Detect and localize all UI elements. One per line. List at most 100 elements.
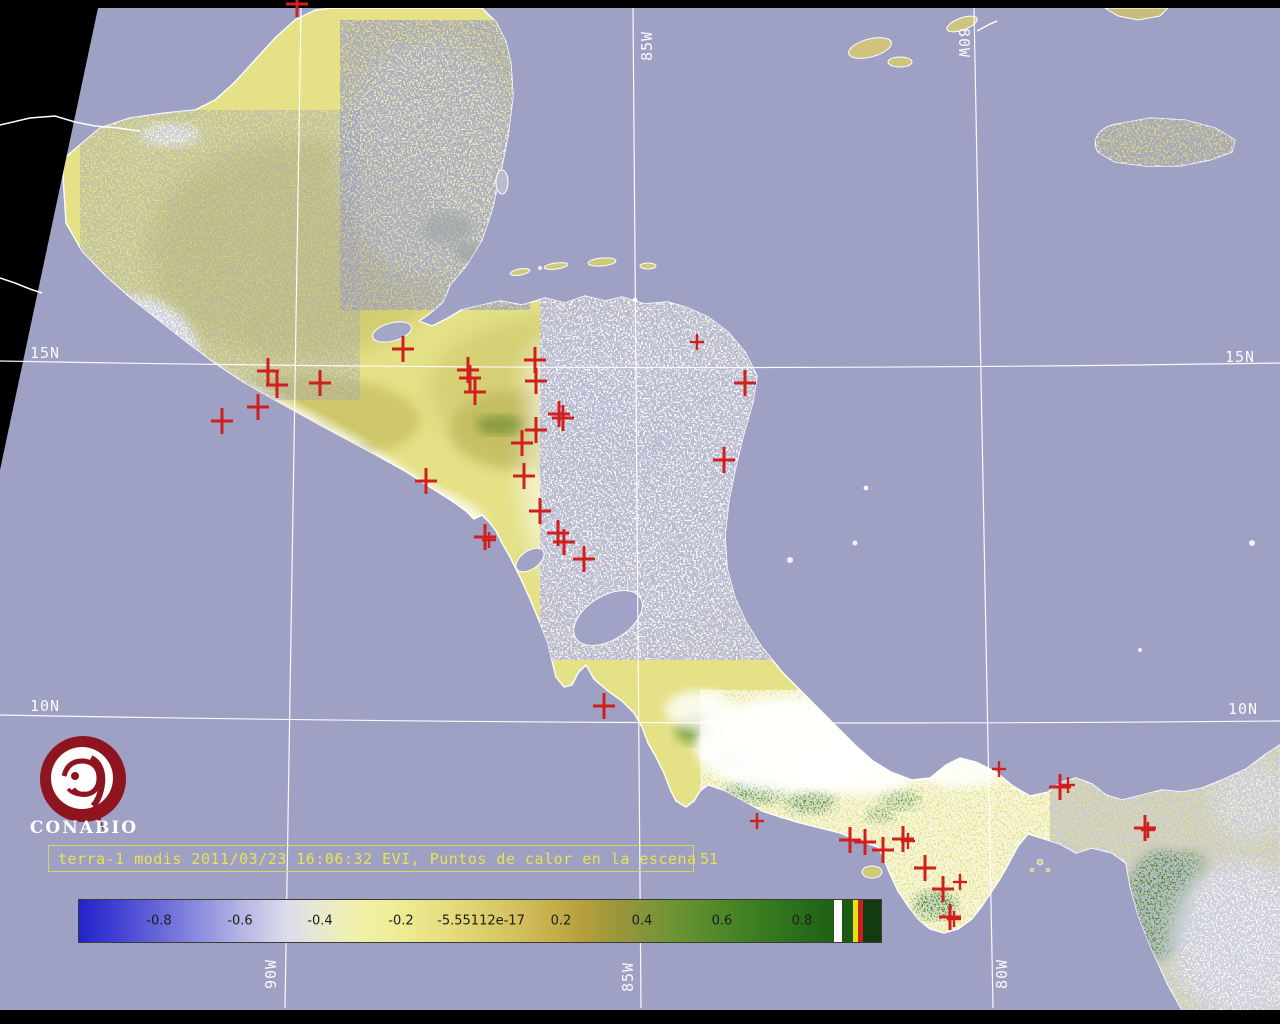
scene-info-banner: terra-1 modis 2011/03/23 16:06:32 EVI, P… (48, 845, 697, 872)
fire-hotspot-marker (513, 463, 535, 489)
fire-hotspot-marker (211, 408, 233, 434)
colorbar-tick-label: 0.6 (711, 913, 733, 929)
gridline-80w (973, 7, 994, 1009)
fire-hotspot-marker (854, 829, 876, 855)
fire-hotspot-marker (713, 447, 735, 473)
cuba-coast-fragment (1103, 7, 1170, 21)
colorbar-tick-label: 0.8 (791, 913, 813, 929)
pearl-island (1036, 858, 1044, 866)
colorbar-tick-label: -5.55112e-17 (437, 913, 525, 929)
lake-nicaragua (573, 590, 643, 646)
coiba-island (861, 865, 883, 879)
fire-hotspot-marker (552, 405, 574, 431)
grid-label-80w: 80W (993, 958, 1011, 990)
fire-hotspot-marker (839, 827, 861, 853)
fire-hotspot-marker (734, 370, 756, 396)
fire-hotspot-marker (548, 401, 570, 427)
fire-hotspot-marker (415, 468, 437, 494)
fire-hotspot-marker (939, 904, 961, 930)
fire-hotspot-marker (1141, 822, 1155, 838)
colorbar-tick-label: -0.6 (227, 913, 253, 929)
fire-hotspot-marker (524, 347, 546, 373)
colorbar-stripe (858, 900, 863, 942)
grid-label-90w: 90W (262, 958, 280, 990)
fire-hotspot-marker (464, 379, 486, 405)
bay-island (543, 262, 569, 270)
lake-managua (515, 547, 545, 573)
fire-hotspot-marker (525, 417, 547, 443)
fire-hotspot-marker (901, 833, 915, 849)
grid-label-80w: 80W (955, 27, 973, 59)
grid-label-10n: 10N (1227, 700, 1259, 718)
fire-hotspot-marker (690, 334, 704, 350)
colorbar-tick-label: -0.2 (388, 913, 414, 929)
fire-hotspot-marker (573, 546, 595, 572)
bay-island (509, 268, 531, 276)
fire-hotspot-marker (892, 826, 914, 852)
lake-izabal (372, 321, 412, 343)
evi-colorbar: -0.8 -0.6 -0.4 -0.2 -5.55112e-17 0.2 0.4 0.6 0.8 (78, 899, 882, 943)
fire-hotspot-marker (947, 911, 961, 927)
colorbar-stripe (834, 900, 842, 942)
fire-hotspot-marker (482, 532, 496, 548)
fire-hotspot-marker (953, 874, 967, 890)
fire-hotspot-marker (266, 372, 288, 398)
gridline-15n (0, 360, 1280, 369)
grid-label-15n: 15N (29, 344, 61, 362)
fire-hotspot-marker (1061, 777, 1075, 793)
colorbar-tick-label: 0.4 (631, 913, 653, 929)
grid-label-10n: 10N (29, 697, 61, 715)
bay-island (639, 262, 657, 270)
colorbar-tick-label: -0.4 (307, 913, 333, 929)
coast-scribble (976, 20, 998, 32)
bay-island (587, 257, 617, 267)
fire-hotspot-marker (547, 520, 569, 546)
fire-hotspot-marker (1134, 815, 1156, 841)
colorbar-stripe (853, 900, 858, 942)
scene-info-text: terra-1 modis 2011/03/23 16:06:32 EVI, P… (58, 849, 697, 868)
coastline-extensions (0, 115, 141, 294)
island-fragment (848, 37, 892, 59)
fire-hotspot-marker (992, 761, 1006, 777)
fire-hotspot-marker (932, 876, 954, 902)
colorbar-tick-label: 0.2 (550, 913, 572, 929)
fire-hotspot-marker (553, 529, 575, 555)
sea-cloud-specks (538, 266, 1255, 652)
conabio-logo (28, 732, 140, 844)
conabio-emblem (40, 736, 126, 832)
fire-hotspot-marker (511, 430, 533, 456)
fire-hotspot-marker (457, 357, 479, 383)
fire-hotspot-marker (392, 336, 414, 362)
grid-label-15n: 15N (1224, 348, 1256, 366)
scene-hotspot-count: 51 (700, 850, 719, 868)
fire-hotspot-marker (525, 368, 547, 394)
fire-hotspot-marker (286, 0, 308, 17)
colorbar-stripe (863, 900, 881, 942)
fire-hotspot-marker (257, 358, 279, 384)
jamaica-island (1094, 117, 1236, 167)
fire-hotspot-marker (750, 813, 764, 829)
fire-hotspot-marker (459, 365, 481, 391)
frame-left-slant (0, 0, 98, 470)
colorbar-stripe (842, 900, 853, 942)
fire-hotspot-marker (914, 855, 936, 881)
grid-label-85w: 85W (619, 961, 637, 993)
fire-hotspot-marker (529, 498, 551, 524)
frame-top (0, 0, 1280, 8)
fire-hotspot-marker (247, 394, 269, 420)
fire-hotspot-marker (309, 370, 331, 396)
pearl-island (1029, 867, 1035, 873)
fire-hotspot-marker (593, 693, 615, 719)
conabio-wordmark: CONABIO (29, 818, 139, 838)
grid-label-85w: 85W (638, 30, 656, 62)
cozumel-island (495, 169, 509, 195)
fire-hotspot-marker (872, 837, 894, 863)
island-fragment (887, 56, 913, 68)
pearl-island (1045, 867, 1051, 873)
fire-hotspot-marker (1049, 774, 1071, 800)
gridline-10n (0, 714, 1280, 724)
fire-hotspot-marker (474, 524, 496, 550)
colorbar-tick-label: -0.8 (146, 913, 172, 929)
frame-bottom (0, 1010, 1280, 1024)
